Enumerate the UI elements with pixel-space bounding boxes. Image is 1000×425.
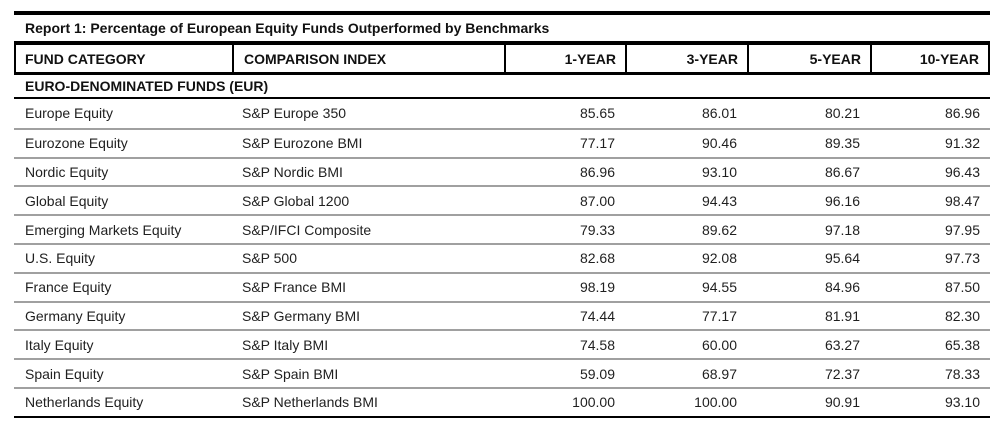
- table-row: France Equity S&P France BMI 98.19 94.55…: [14, 271, 990, 301]
- value-3-year: 60.00: [701, 336, 737, 353]
- table-bottom-border: [14, 415, 990, 418]
- column-header-5-year: 5-YEAR: [747, 45, 870, 72]
- table-row: Italy Equity S&P Italy BMI 74.58 60.00 6…: [14, 329, 990, 358]
- value-3-year: 90.46: [701, 135, 737, 152]
- comparison-index-cell: S&P France BMI: [242, 279, 347, 296]
- report-title: Report 1: Percentage of European Equity …: [25, 20, 550, 36]
- fund-category-cell: Netherlands Equity: [25, 394, 144, 411]
- value-3-year: 68.97: [701, 365, 737, 382]
- comparison-index-cell: S&P Germany BMI: [242, 307, 361, 324]
- fund-category-cell: U.S. Equity: [25, 250, 96, 267]
- value-5-year: 84.96: [824, 279, 860, 296]
- table-row: U.S. Equity S&P 500 82.68 92.08 95.64 97…: [14, 242, 990, 272]
- section-header-row: EURO-DENOMINATED FUNDS (EUR): [14, 75, 990, 97]
- value-1-year: 82.68: [579, 250, 615, 267]
- section-bottom-border: [14, 97, 990, 99]
- table-top-border: [14, 11, 990, 15]
- table-row: Europe Equity S&P Europe 350 85.65 86.01…: [14, 99, 990, 128]
- fund-category-cell: Global Equity: [25, 192, 109, 209]
- value-3-year: 94.43: [701, 192, 737, 209]
- fund-category-cell: Nordic Equity: [25, 163, 109, 180]
- column-header-comparison-index: COMPARISON INDEX: [232, 45, 504, 72]
- value-1-year: 79.33: [579, 221, 615, 238]
- value-5-year: 80.21: [824, 105, 860, 122]
- value-5-year: 96.16: [824, 192, 860, 209]
- fund-category-cell: Emerging Markets Equity: [25, 221, 182, 238]
- column-header-1-year: 1-YEAR: [504, 45, 625, 72]
- comparison-index-cell: S&P Netherlands BMI: [242, 394, 378, 411]
- value-10-year: 65.38: [944, 336, 980, 353]
- value-3-year: 89.62: [701, 221, 737, 238]
- fund-category-cell: Europe Equity: [25, 105, 113, 122]
- comparison-index-cell: S&P Global 1200: [242, 192, 350, 209]
- value-1-year: 86.96: [579, 163, 615, 180]
- column-header-10-year: 10-YEAR: [870, 45, 988, 72]
- value-10-year: 87.50: [944, 279, 980, 296]
- value-1-year: 85.65: [579, 105, 615, 122]
- fund-category-cell: Germany Equity: [25, 307, 126, 324]
- column-header-3-year: 3-YEAR: [625, 45, 747, 72]
- table-row: Netherlands Equity S&P Netherlands BMI 1…: [14, 386, 990, 416]
- header-bottom-border: [14, 72, 990, 75]
- report-title-row: Report 1: Percentage of European Equity …: [14, 15, 990, 41]
- value-5-year: 89.35: [824, 135, 860, 152]
- fund-category-cell: Eurozone Equity: [25, 135, 128, 152]
- value-5-year: 97.18: [824, 221, 860, 238]
- value-5-year: 63.27: [824, 336, 860, 353]
- value-3-year: 77.17: [701, 307, 737, 324]
- column-header-fund-category: FUND CATEGORY: [25, 50, 146, 67]
- value-1-year: 87.00: [579, 192, 615, 209]
- table-row: Emerging Markets Equity S&P/IFCI Composi…: [14, 214, 990, 243]
- value-1-year: 77.17: [579, 135, 615, 152]
- value-10-year: 97.73: [944, 250, 980, 267]
- value-1-year: 59.09: [579, 365, 615, 382]
- section-header-label: EURO-DENOMINATED FUNDS (EUR): [25, 78, 269, 94]
- fund-category-cell: Spain Equity: [25, 365, 104, 382]
- table-row: Germany Equity S&P Germany BMI 74.44 77.…: [14, 300, 990, 330]
- comparison-index-cell: S&P/IFCI Composite: [242, 221, 372, 238]
- title-bottom-border: [14, 41, 990, 45]
- comparison-index-cell: S&P Eurozone BMI: [242, 135, 363, 152]
- value-5-year: 81.91: [824, 307, 860, 324]
- value-10-year: 82.30: [944, 307, 980, 324]
- value-10-year: 98.47: [944, 192, 980, 209]
- value-3-year: 100.00: [694, 394, 737, 411]
- comparison-index-cell: S&P Nordic BMI: [242, 163, 343, 180]
- comparison-index-cell: S&P Spain BMI: [242, 365, 339, 382]
- value-1-year: 74.58: [579, 336, 615, 353]
- value-10-year: 96.43: [944, 163, 980, 180]
- value-10-year: 86.96: [944, 105, 980, 122]
- table-row: Nordic Equity S&P Nordic BMI 86.96 93.10…: [14, 156, 990, 186]
- value-10-year: 78.33: [944, 365, 980, 382]
- value-5-year: 86.67: [824, 163, 860, 180]
- value-1-year: 74.44: [579, 307, 615, 324]
- value-5-year: 72.37: [824, 365, 860, 382]
- table-header-row: FUND CATEGORY COMPARISON INDEX 1-YEAR 3-…: [14, 45, 990, 72]
- table-row: Spain Equity S&P Spain BMI 59.09 68.97 7…: [14, 358, 990, 387]
- value-1-year: 98.19: [579, 279, 615, 296]
- value-10-year: 91.32: [944, 135, 980, 152]
- table-row: Eurozone Equity S&P Eurozone BMI 77.17 9…: [14, 127, 990, 157]
- value-3-year: 92.08: [701, 250, 737, 267]
- value-10-year: 97.95: [944, 221, 980, 238]
- value-3-year: 93.10: [701, 163, 737, 180]
- comparison-index-cell: S&P 500: [242, 250, 298, 267]
- comparison-index-cell: S&P Europe 350: [242, 105, 347, 122]
- value-3-year: 86.01: [701, 105, 737, 122]
- comparison-index-cell: S&P Italy BMI: [242, 336, 329, 353]
- table-body: Europe Equity S&P Europe 350 85.65 86.01…: [14, 99, 990, 416]
- fund-category-cell: Italy Equity: [25, 336, 94, 353]
- fund-category-cell: France Equity: [25, 279, 112, 296]
- table-row: Global Equity S&P Global 1200 87.00 94.4…: [14, 185, 990, 214]
- value-3-year: 94.55: [701, 279, 737, 296]
- value-1-year: 100.00: [572, 394, 615, 411]
- report-table: Report 1: Percentage of European Equity …: [14, 11, 990, 418]
- value-5-year: 90.91: [824, 394, 860, 411]
- value-10-year: 93.10: [944, 394, 980, 411]
- value-5-year: 95.64: [824, 250, 860, 267]
